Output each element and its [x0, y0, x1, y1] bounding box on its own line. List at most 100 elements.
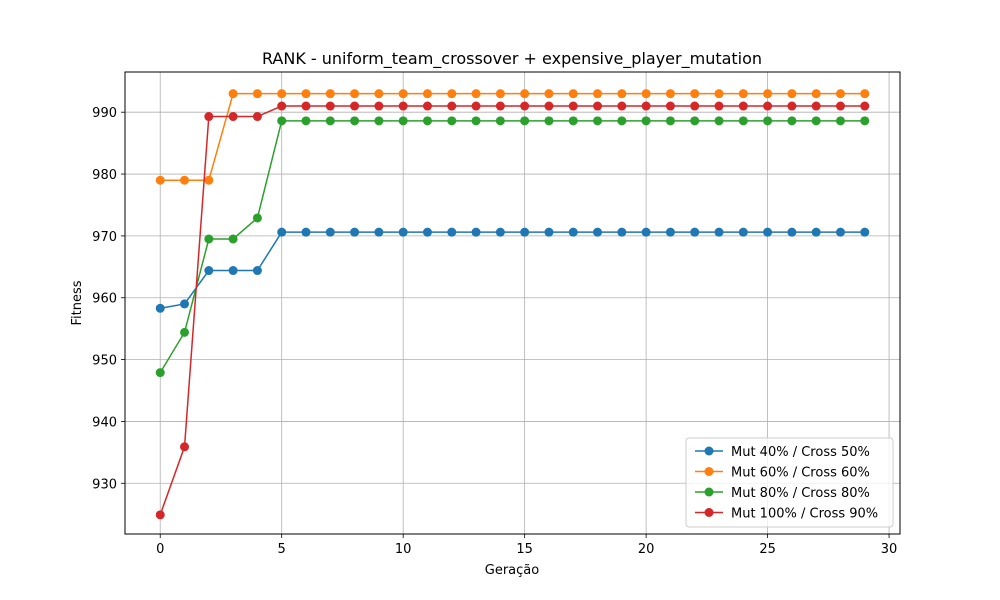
data-point	[665, 227, 675, 237]
data-point	[204, 266, 214, 276]
data-point	[325, 101, 335, 111]
data-point	[787, 89, 797, 99]
legend-label: Mut 100% / Cross 90%	[731, 507, 878, 522]
data-point	[495, 227, 505, 237]
data-point	[714, 101, 724, 111]
data-point	[690, 227, 700, 237]
data-point	[593, 101, 603, 111]
y-tick-label: 950	[92, 354, 117, 369]
data-point	[350, 227, 360, 237]
data-point	[763, 89, 773, 99]
data-point	[860, 101, 870, 111]
data-point	[641, 89, 651, 99]
data-point	[568, 101, 578, 111]
data-point	[422, 227, 432, 237]
y-tick-label: 980	[92, 168, 117, 183]
data-point	[398, 89, 408, 99]
data-point	[277, 89, 287, 99]
data-point	[787, 116, 797, 126]
data-point	[495, 101, 505, 111]
data-point	[835, 89, 845, 99]
data-point	[301, 227, 311, 237]
data-point	[738, 89, 748, 99]
data-point	[520, 227, 530, 237]
series-1	[155, 227, 870, 313]
data-point	[422, 116, 432, 126]
data-point	[665, 101, 675, 111]
data-point	[180, 442, 190, 452]
data-point	[690, 89, 700, 99]
data-point	[811, 101, 821, 111]
x-tick-label: 20	[638, 542, 655, 557]
data-point	[544, 227, 554, 237]
data-point	[835, 227, 845, 237]
data-point	[447, 227, 457, 237]
data-point	[593, 89, 603, 99]
data-point	[252, 213, 262, 223]
data-point	[690, 116, 700, 126]
data-point	[180, 175, 190, 185]
legend-swatch-marker	[704, 467, 714, 476]
data-point	[252, 266, 262, 276]
data-point	[544, 116, 554, 126]
x-tick-label: 5	[278, 542, 286, 557]
data-point	[374, 227, 384, 237]
data-point	[180, 327, 190, 337]
data-point	[228, 266, 238, 276]
data-point	[714, 116, 724, 126]
data-point	[544, 101, 554, 111]
data-point	[471, 227, 481, 237]
data-point	[471, 101, 481, 111]
data-point	[277, 101, 287, 111]
data-point	[811, 227, 821, 237]
x-axis-title: Geração	[485, 563, 539, 578]
data-point	[447, 101, 457, 111]
data-point	[641, 116, 651, 126]
data-point	[180, 299, 190, 309]
data-point	[398, 101, 408, 111]
data-point	[277, 227, 287, 237]
legend-item: Mut 40% / Cross 50%	[695, 445, 870, 460]
x-tick-label: 30	[881, 542, 898, 557]
data-point	[544, 89, 554, 99]
data-point	[495, 89, 505, 99]
data-point	[738, 227, 748, 237]
data-point	[350, 101, 360, 111]
x-axis-ticks: 0 5 10 15 20 25 30	[156, 534, 897, 557]
data-point	[787, 101, 797, 111]
legend-swatch-marker	[704, 508, 714, 517]
series-4	[155, 101, 870, 520]
data-point	[641, 227, 651, 237]
data-point	[763, 116, 773, 126]
data-point	[325, 89, 335, 99]
data-point	[568, 227, 578, 237]
data-point	[155, 303, 165, 313]
data-point	[252, 112, 262, 122]
data-point	[155, 175, 165, 185]
data-point	[447, 116, 457, 126]
series-2	[155, 89, 870, 185]
data-point	[811, 89, 821, 99]
data-point	[763, 101, 773, 111]
x-tick-label: 15	[516, 542, 533, 557]
data-point	[374, 89, 384, 99]
legend: Mut 40% / Cross 50% Mut 60% / Cross 60% Mu…	[685, 437, 894, 528]
y-axis-ticks: 930 940 950 960 970 980 990	[92, 106, 125, 492]
data-point	[520, 116, 530, 126]
legend-swatch-marker	[704, 487, 714, 497]
data-point	[228, 234, 238, 244]
data-point	[374, 116, 384, 126]
legend-item: Mut 80% / Cross 80%	[695, 486, 870, 501]
y-tick-label: 960	[92, 292, 117, 307]
data-point	[155, 368, 165, 378]
x-tick-label: 25	[759, 542, 776, 557]
data-point	[277, 116, 287, 126]
data-point	[860, 227, 870, 237]
data-point	[835, 116, 845, 126]
data-point	[447, 89, 457, 99]
x-tick-label: 10	[395, 542, 412, 557]
data-point	[860, 116, 870, 126]
data-point	[568, 116, 578, 126]
data-point	[495, 116, 505, 126]
